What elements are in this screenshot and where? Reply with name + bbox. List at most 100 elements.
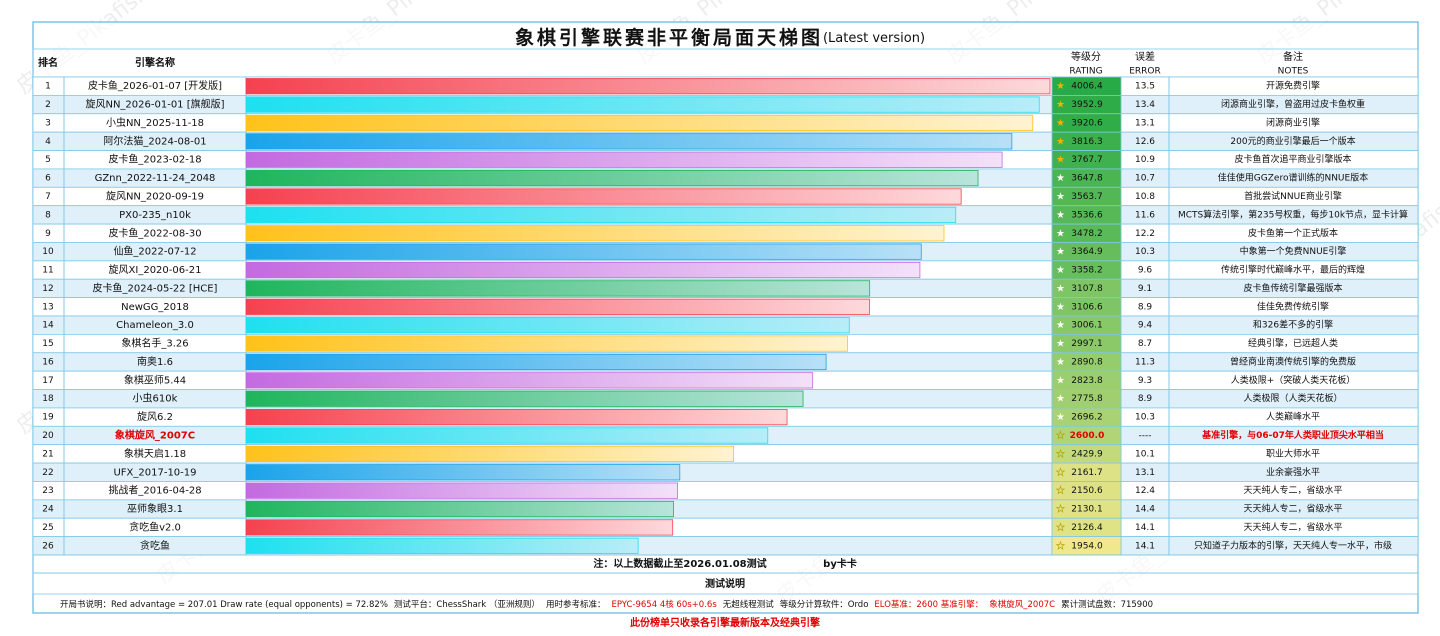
rank: 8 <box>45 210 51 220</box>
rank: 3 <box>45 118 51 128</box>
error: 12.2 <box>1135 229 1155 239</box>
star: ★ <box>1056 541 1065 552</box>
error: 12.6 <box>1135 137 1155 147</box>
star: ★ <box>1056 173 1065 184</box>
star: ★ <box>1056 339 1065 350</box>
bar <box>245 114 1034 132</box>
star: ★ <box>1056 375 1065 386</box>
engine-name: 旋风NN_2026-01-01 [旗舰版] <box>85 98 224 111</box>
row-bg <box>33 481 1418 500</box>
rating: 3952.9 <box>1071 100 1103 110</box>
star: ★ <box>1056 228 1065 239</box>
bar <box>245 445 735 462</box>
rank: 20 <box>42 431 54 441</box>
detail-part: 象棋旋风_2007C <box>989 599 1055 610</box>
detail-part: 累计测试盘数：715900 <box>1061 599 1153 610</box>
star: ★ <box>1056 320 1065 331</box>
bar <box>245 537 639 554</box>
error: ---- <box>1139 431 1152 441</box>
bar <box>245 243 922 260</box>
error: 10.9 <box>1135 155 1155 165</box>
bar <box>245 335 848 352</box>
note: 佳佳使用GGZero谱训练的NNUE版本 <box>1218 172 1368 184</box>
rating: 2161.7 <box>1071 468 1103 478</box>
note: 闭源商业引擎 <box>1266 116 1320 128</box>
engine-name: 象棋天启1.18 <box>124 447 186 460</box>
detail-part: 用时参考标准： <box>546 599 606 610</box>
bar <box>245 298 870 315</box>
rating: 3563.7 <box>1071 192 1103 202</box>
rating: 3006.1 <box>1071 321 1103 331</box>
star: ★ <box>1056 431 1065 442</box>
note: 中象第一个免费NNUE引擎 <box>1240 245 1347 257</box>
error: 13.4 <box>1135 100 1155 110</box>
engine-name: NewGG_2018 <box>121 302 189 313</box>
bottom-note: 此份榜单只收录各引擎最新版本及经典引擎 <box>630 616 820 629</box>
rank: 19 <box>42 413 54 423</box>
star: ★ <box>1056 467 1065 478</box>
title-main: 象棋引擎联赛非平衡局面天梯图 <box>515 26 823 49</box>
error: 12.4 <box>1135 486 1155 496</box>
star: ★ <box>1056 210 1065 221</box>
engine-name: 南奥1.6 <box>137 355 173 368</box>
engine-name: 皮卡鱼_2022-08-30 <box>108 226 201 239</box>
error: 9.4 <box>1138 321 1153 331</box>
row-bg <box>33 518 1418 537</box>
error: 14.4 <box>1135 505 1155 515</box>
engine-name: PX0-235_n10k <box>119 210 191 221</box>
engine-name: 旋风NN_2020-09-19 <box>106 190 204 203</box>
rank: 6 <box>45 174 51 184</box>
rows: 1 皮卡鱼_2026-01-07 [开发版] ★ 4006.4 13.5 开源免费引擎 2 旋… <box>32 76 1419 556</box>
note: 人类巅峰水平 <box>1266 411 1320 423</box>
rank: 7 <box>45 192 51 202</box>
star: ★ <box>1056 192 1065 203</box>
rank: 17 <box>42 376 53 386</box>
engine-name: 阿尔法猫_2024-08-01 <box>103 134 206 147</box>
error: 10.3 <box>1135 247 1155 257</box>
rank: 25 <box>42 523 53 533</box>
star: ★ <box>1056 394 1065 405</box>
error: 14.1 <box>1135 523 1155 533</box>
engine-name: GZnn_2022-11-24_2048 <box>95 173 216 184</box>
detail-part: 等级分计算软件：Ordo <box>780 599 869 610</box>
bar <box>245 78 1051 95</box>
rating: 3536.6 <box>1071 210 1103 220</box>
engine-name: UFX_2017-10-19 <box>113 467 196 478</box>
details-line: 开局书说明：Red advantage = 207.01 Draw rate (… <box>60 599 1153 610</box>
bar <box>245 317 850 334</box>
byline: by卡卡 <box>823 557 857 570</box>
rating: 2126.4 <box>1071 523 1103 533</box>
star: ★ <box>1056 486 1065 497</box>
header-error-en: ERROR <box>1129 67 1161 77</box>
detail-part: 测试平台：ChessShark （亚洲规则） <box>394 599 540 610</box>
rating: 2150.6 <box>1071 486 1103 496</box>
rating: 3358.2 <box>1071 266 1103 276</box>
rank: 5 <box>45 155 51 165</box>
header-rating: 等级分 <box>1071 50 1101 63</box>
note: 人类极限（人类天花板） <box>1243 392 1342 404</box>
engine-name: 小虫610k <box>133 393 178 405</box>
star: ★ <box>1056 155 1065 166</box>
note: 职业大师水平 <box>1266 447 1320 459</box>
note: 只知道子力版本的引擎，天天纯人专一水平，市级 <box>1194 539 1392 551</box>
engine-name: 象棋巫师5.44 <box>124 373 186 386</box>
rank: 2 <box>45 100 51 110</box>
rank: 23 <box>42 486 53 496</box>
note: 经典引擎，已远超人类 <box>1248 337 1338 349</box>
rating: 3107.8 <box>1071 284 1103 294</box>
bar <box>245 170 979 187</box>
bar <box>245 482 678 499</box>
star: ★ <box>1056 118 1065 129</box>
note: 皮卡鱼第一个正式版本 <box>1248 227 1338 239</box>
error: 8.9 <box>1138 302 1153 312</box>
bar <box>245 427 769 444</box>
footnote: 注：以上数据截止至2026.01.08测试 <box>593 557 766 570</box>
detail-part: EPYC-9654 4核 60s+0.6s <box>611 599 717 610</box>
section-row <box>32 572 1419 595</box>
header-notes: 备注 <box>1283 50 1303 63</box>
bar <box>245 353 827 371</box>
bar <box>245 519 674 536</box>
engine-name: 皮卡鱼_2026-01-07 [开发版] <box>88 79 222 92</box>
star: ★ <box>1056 522 1065 533</box>
